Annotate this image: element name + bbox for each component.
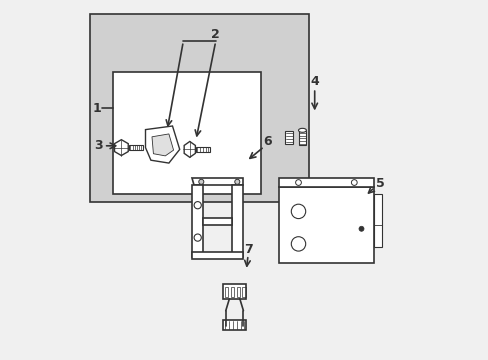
Bar (230, 287, 234, 297)
Polygon shape (184, 141, 195, 157)
Bar (373, 194, 381, 247)
Bar (278, 187, 373, 263)
Bar (298, 131, 306, 145)
Polygon shape (192, 178, 242, 185)
Bar (223, 284, 246, 299)
Text: 2: 2 (211, 28, 220, 41)
Text: 3: 3 (94, 139, 103, 152)
Ellipse shape (298, 129, 306, 132)
Bar (242, 287, 245, 297)
Text: 4: 4 (310, 75, 319, 87)
Bar (278, 178, 373, 187)
Circle shape (234, 179, 239, 184)
Bar (236, 287, 239, 297)
Polygon shape (192, 252, 242, 259)
Bar (129, 145, 142, 150)
Bar (89, 14, 309, 202)
Bar (224, 287, 228, 297)
Polygon shape (114, 140, 128, 156)
Text: 1: 1 (92, 102, 101, 114)
Polygon shape (152, 134, 173, 156)
Circle shape (358, 226, 363, 231)
Polygon shape (203, 218, 231, 225)
Bar (223, 320, 245, 330)
Text: 7: 7 (243, 243, 252, 256)
Bar (113, 72, 260, 194)
Circle shape (199, 179, 203, 184)
Text: 6: 6 (263, 135, 272, 148)
Bar (284, 131, 293, 144)
Polygon shape (192, 185, 203, 257)
Polygon shape (145, 126, 179, 163)
Text: 5: 5 (375, 177, 384, 190)
Polygon shape (231, 185, 242, 257)
Bar (196, 147, 209, 152)
